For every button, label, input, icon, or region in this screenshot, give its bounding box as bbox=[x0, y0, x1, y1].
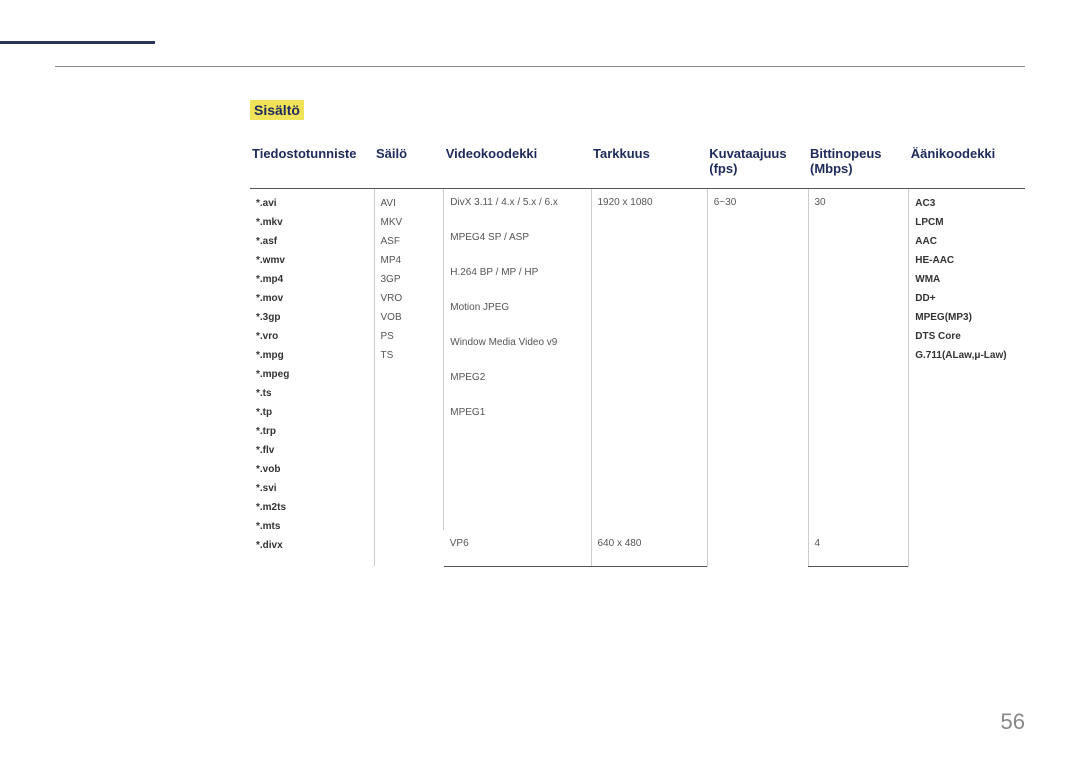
list-item: VRO bbox=[381, 292, 438, 305]
cell-fps: 6~30 bbox=[707, 189, 808, 567]
list-item: TS bbox=[381, 349, 438, 362]
list-item: *.svi bbox=[256, 482, 368, 495]
list-item: DD+ bbox=[915, 292, 1019, 305]
list-item: MPEG1 bbox=[450, 407, 584, 418]
cell-bitrate: 30 bbox=[808, 189, 909, 531]
list-item: *.trp bbox=[256, 425, 368, 438]
page-number: 56 bbox=[1001, 709, 1025, 735]
list-item: AAC bbox=[915, 235, 1019, 248]
col-header: Tiedostotunniste bbox=[250, 140, 374, 189]
col-header: Kuvataajuus (fps) bbox=[707, 140, 808, 189]
list-item: G.711(ALaw,μ-Law) bbox=[915, 349, 1019, 362]
section-title: Sisältö bbox=[250, 100, 304, 120]
header-rule bbox=[0, 41, 155, 44]
col-header: Äänikoodekki bbox=[909, 140, 1025, 189]
list-item: PS bbox=[381, 330, 438, 343]
list-item: *.ts bbox=[256, 387, 368, 400]
list-item: MP4 bbox=[381, 254, 438, 267]
list-item: *.divx bbox=[256, 539, 368, 552]
cell-resolution: 1920 x 1080 bbox=[591, 189, 707, 531]
list-item: *.tp bbox=[256, 406, 368, 419]
list-item: *.flv bbox=[256, 444, 368, 457]
list-item: *.m2ts bbox=[256, 501, 368, 514]
table-header-row: Tiedostotunniste Säilö Videokoodekki Tar… bbox=[250, 140, 1025, 189]
list-item: *.asf bbox=[256, 235, 368, 248]
list-item: *.mkv bbox=[256, 216, 368, 229]
list-item: MKV bbox=[381, 216, 438, 229]
list-item: WMA bbox=[915, 273, 1019, 286]
list-item: VOB bbox=[381, 311, 438, 324]
list-item: VP6 bbox=[450, 538, 585, 549]
list-item: DTS Core bbox=[915, 330, 1019, 343]
list-item: HE-AAC bbox=[915, 254, 1019, 267]
cell-video-codecs: VP6 bbox=[444, 530, 591, 566]
list-item: Window Media Video v9 bbox=[450, 337, 584, 348]
list-item: *.mov bbox=[256, 292, 368, 305]
cell-bitrate: 4 bbox=[808, 530, 909, 566]
header-thin-rule bbox=[55, 66, 1025, 67]
col-header: Videokoodekki bbox=[444, 140, 591, 189]
list-item: *.mp4 bbox=[256, 273, 368, 286]
list-item: *.mpeg bbox=[256, 368, 368, 381]
list-item: H.264 BP / MP / HP bbox=[450, 267, 584, 278]
cell-video-codecs: DivX 3.11 / 4.x / 5.x / 6.x MPEG4 SP / AS… bbox=[444, 189, 591, 531]
list-item: DivX 3.11 / 4.x / 5.x / 6.x bbox=[450, 197, 584, 208]
cell-resolution: 640 x 480 bbox=[591, 530, 707, 566]
list-item: AVI bbox=[381, 197, 438, 210]
list-item: *.vro bbox=[256, 330, 368, 343]
list-item: *.mpg bbox=[256, 349, 368, 362]
list-item: MPEG2 bbox=[450, 372, 584, 383]
list-item: *.3gp bbox=[256, 311, 368, 324]
col-header: Säilö bbox=[374, 140, 444, 189]
list-item: LPCM bbox=[915, 216, 1019, 229]
table-row: *.avi *.mkv *.asf *.wmv *.mp4 *.mov *.3gp *.vro… bbox=[250, 189, 1025, 531]
list-item: ASF bbox=[381, 235, 438, 248]
cell-containers: AVI MKV ASF MP4 3GP VRO VOB PS TS bbox=[374, 189, 444, 567]
list-item: Motion JPEG bbox=[450, 302, 584, 313]
list-item: *.mts bbox=[256, 520, 368, 533]
col-header: Bittinopeus (Mbps) bbox=[808, 140, 909, 189]
cell-audio-codecs: AC3 LPCM AAC HE-AAC WMA DD+ MPEG(MP3) DTS Core G… bbox=[909, 189, 1025, 567]
list-item: 3GP bbox=[381, 273, 438, 286]
list-item: *.wmv bbox=[256, 254, 368, 267]
list-item: *.avi bbox=[256, 197, 368, 210]
page: Sisältö Tiedostotunniste Säilö Videokood… bbox=[0, 0, 1080, 763]
list-item: AC3 bbox=[915, 197, 1019, 210]
col-header: Tarkkuus bbox=[591, 140, 707, 189]
cell-file-extensions: *.avi *.mkv *.asf *.wmv *.mp4 *.mov *.3gp *.vro… bbox=[250, 189, 374, 567]
codec-table: Tiedostotunniste Säilö Videokoodekki Tar… bbox=[250, 140, 1025, 567]
list-item: MPEG4 SP / ASP bbox=[450, 232, 584, 243]
content-area: Sisältö Tiedostotunniste Säilö Videokood… bbox=[250, 100, 1025, 567]
list-item: *.vob bbox=[256, 463, 368, 476]
list-item: MPEG(MP3) bbox=[915, 311, 1019, 324]
